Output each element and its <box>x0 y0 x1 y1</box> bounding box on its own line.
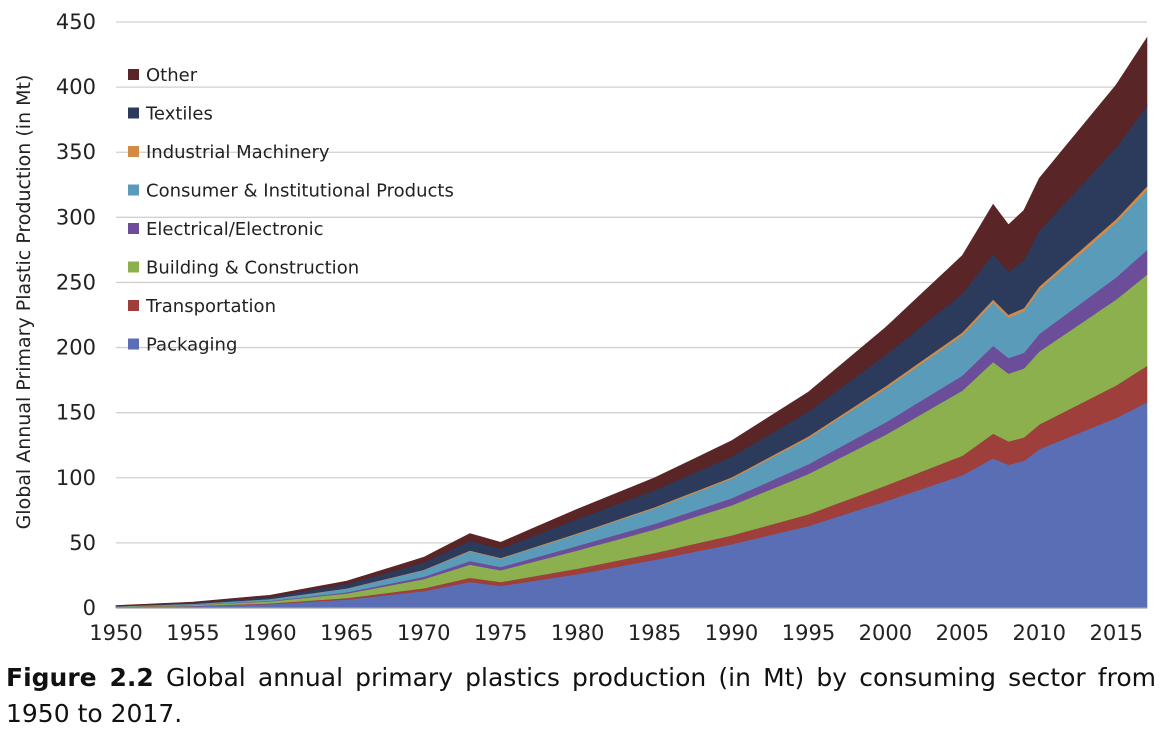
figure-caption: Figure 2.2 Global annual primary plastic… <box>6 660 1156 732</box>
x-tick-label: 1950 <box>89 621 142 645</box>
x-tick-label: 2015 <box>1089 621 1142 645</box>
legend-label: Packaging <box>146 335 237 356</box>
legend-label: Textiles <box>145 104 213 125</box>
x-tick-label: 1970 <box>397 621 450 645</box>
legend-swatch <box>128 107 139 119</box>
legend-label: Electrical/Electronic <box>146 219 324 240</box>
x-tick-label: 1985 <box>628 621 681 645</box>
legend-item: Electrical/Electronic <box>128 219 324 240</box>
legend-item: Transportation <box>128 296 276 317</box>
y-tick-label: 100 <box>56 466 96 490</box>
legend-swatch <box>128 261 139 273</box>
y-tick-label: 200 <box>56 336 96 360</box>
legend: Other Textiles Industrial Machinery Consume… <box>128 65 454 356</box>
figure-number: Figure 2.2 <box>6 663 154 692</box>
legend-swatch <box>128 300 139 311</box>
legend-label: Consumer & Institutional Products <box>146 181 454 202</box>
y-tick-label: 300 <box>56 205 96 229</box>
legend-item: Consumer & Institutional Products <box>128 181 454 202</box>
caption-text: Global annual primary plastics productio… <box>6 663 1156 728</box>
legend-swatch <box>128 223 139 234</box>
x-tick-label: 1960 <box>243 621 296 645</box>
area-other <box>115 36 1148 607</box>
legend-item: Packaging <box>128 335 237 356</box>
legend-item: Industrial Machinery <box>128 142 330 163</box>
y-tick-label: 50 <box>69 531 96 555</box>
legend-swatch <box>128 69 139 80</box>
legend-item: Other <box>128 65 198 86</box>
legend-label: Transportation <box>145 296 276 317</box>
legend-swatch <box>128 184 139 196</box>
y-tick-label: 400 <box>56 75 96 99</box>
x-tick-label: 2000 <box>859 621 912 645</box>
y-tick-label: 150 <box>56 401 96 425</box>
y-tick-label: 250 <box>56 270 96 294</box>
x-tick-label: 1965 <box>320 621 373 645</box>
x-tick-label: 1980 <box>551 621 604 645</box>
legend-label: Industrial Machinery <box>146 142 330 163</box>
legend-label: Other <box>146 65 198 86</box>
gridlines <box>116 21 1147 544</box>
x-tick-label: 1995 <box>782 621 835 645</box>
y-tick-label: 350 <box>56 140 96 164</box>
x-tick-label: 1975 <box>474 621 527 645</box>
stacked-area-chart: 0 50 100 150 200 250 300 350 400 450 1950 1955 1960… <box>13 10 1148 645</box>
x-tick-label: 2010 <box>1013 621 1066 645</box>
y-tick-label: 450 <box>56 10 96 34</box>
legend-item: Textiles <box>128 104 213 125</box>
area-series <box>115 36 1148 609</box>
legend-item: Building & Construction <box>128 258 359 279</box>
y-axis-label: Global Annual Primary Plastic Production… <box>13 75 35 530</box>
y-tick-label: 0 <box>83 596 96 620</box>
legend-swatch <box>128 146 139 157</box>
x-tick-labels: 1950 1955 1960 1965 1970 1975 1980 1985 1990 1995… <box>89 621 1143 645</box>
legend-swatch <box>128 338 139 350</box>
x-tick-label: 1955 <box>166 621 219 645</box>
x-tick-label: 1990 <box>705 621 758 645</box>
legend-label: Building & Construction <box>146 258 359 279</box>
y-tick-labels: 0 50 100 150 200 250 300 350 400 450 <box>56 10 96 620</box>
x-tick-label: 2005 <box>936 621 989 645</box>
